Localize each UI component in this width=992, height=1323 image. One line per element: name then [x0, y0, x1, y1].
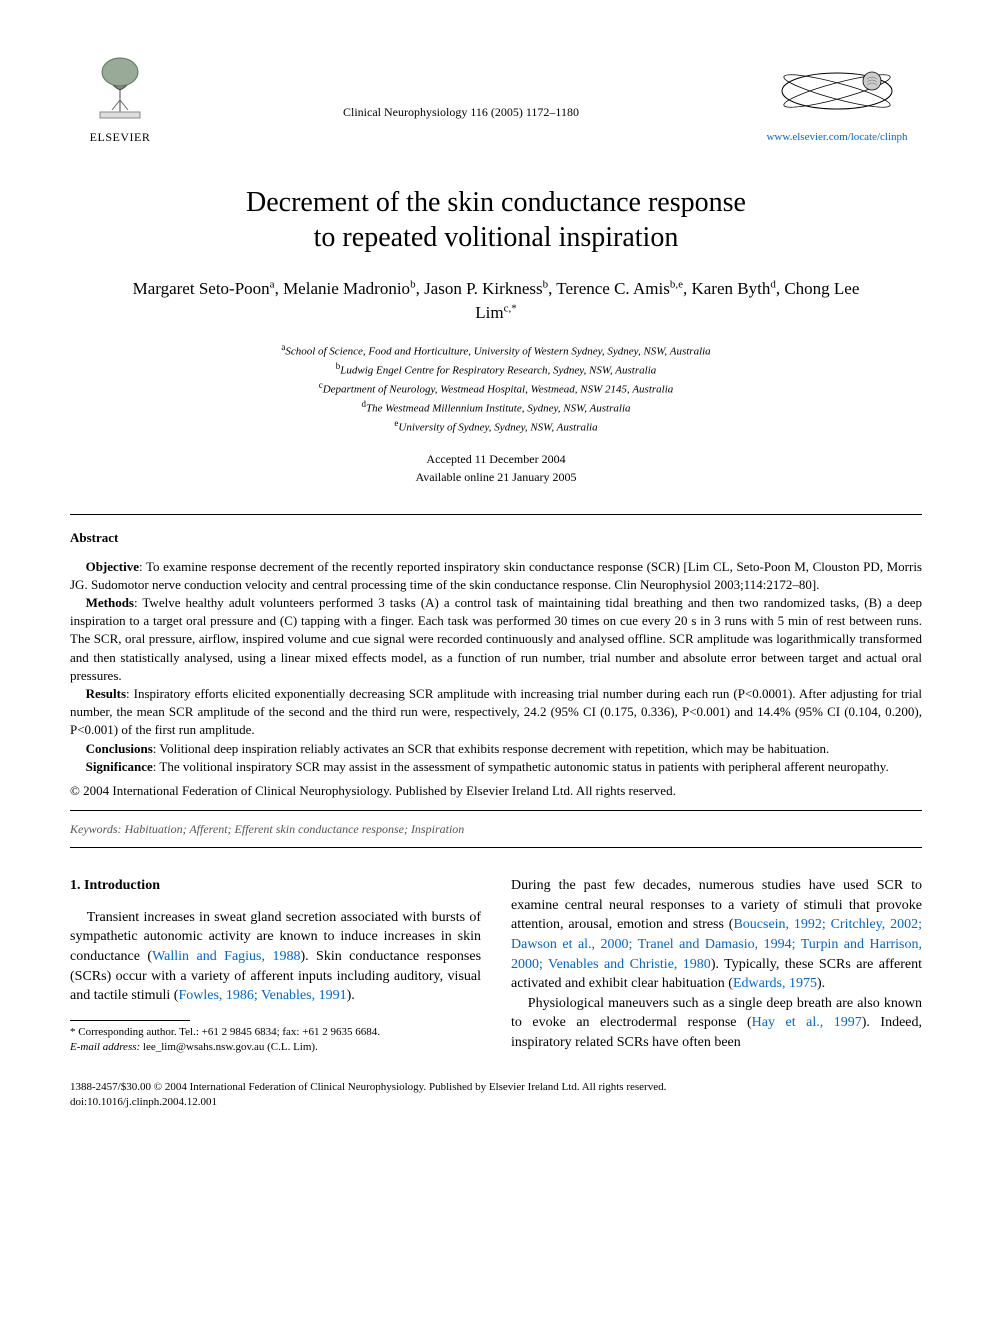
abstract-copyright: © 2004 International Federation of Clini…	[70, 782, 922, 800]
clinical-neurophysiology-logo-icon	[752, 61, 922, 128]
page-header: ELSEVIER Clinical Neurophysiology 116 (2…	[70, 50, 922, 145]
abstract-heading: Abstract	[70, 529, 922, 547]
conclusions-label: Conclusions	[86, 741, 153, 756]
citation-link[interactable]: Fowles, 1986; Venables, 1991	[178, 988, 346, 1003]
authors-list: Margaret Seto-Poona, Melanie Madroniob, …	[110, 277, 882, 325]
results-label: Results	[86, 686, 126, 701]
significance-label: Significance	[86, 759, 153, 774]
email-address: lee_lim@wsahs.nsw.gov.au (C.L. Lim).	[140, 1041, 318, 1053]
abstract-significance: Significance: The volitional inspiratory…	[70, 758, 922, 776]
online-date: Available online 21 January 2005	[70, 468, 922, 486]
affiliation-item: cDepartment of Neurology, Westmead Hospi…	[70, 379, 922, 398]
journal-reference: Clinical Neurophysiology 116 (2005) 1172…	[170, 104, 752, 145]
affiliations-list: aSchool of Science, Food and Horticultur…	[70, 341, 922, 437]
footer-copyright: 1388-2457/$30.00 © 2004 International Fe…	[70, 1080, 922, 1095]
elsevier-tree-icon	[70, 50, 170, 127]
methods-label: Methods	[86, 595, 134, 610]
corresponding-author-text: * Corresponding author. Tel.: +61 2 9845…	[70, 1025, 481, 1040]
significance-text: : The volitional inspiratory SCR may ass…	[153, 759, 889, 774]
divider-rule	[70, 847, 922, 848]
citation-link[interactable]: Hay et al., 1997	[752, 1015, 862, 1030]
publisher-block: ELSEVIER	[70, 50, 170, 145]
abstract-block: Abstract Objective: To examine response …	[70, 529, 922, 800]
email-label: E-mail address:	[70, 1041, 140, 1053]
divider-rule	[70, 514, 922, 515]
intro-paragraph-right-2: Physiological maneuvers such as a single…	[511, 994, 922, 1053]
left-column: 1. Introduction Transient increases in s…	[70, 876, 481, 1055]
journal-url-link[interactable]: www.elsevier.com/locate/clinph	[752, 130, 922, 145]
abstract-objective: Objective: To examine response decrement…	[70, 558, 922, 594]
affiliation-item: eUniversity of Sydney, Sydney, NSW, Aust…	[70, 417, 922, 436]
intro-paragraph-right-1: During the past few decades, numerous st…	[511, 876, 922, 994]
abstract-results: Results: Inspiratory efforts elicited ex…	[70, 685, 922, 740]
conclusions-text: : Volitional deep inspiration reliably a…	[153, 741, 829, 756]
keywords-label: Keywords:	[70, 822, 122, 836]
text-span: ).	[817, 976, 825, 991]
objective-text: : To examine response decrement of the r…	[70, 559, 922, 592]
corresponding-author-footnote: * Corresponding author. Tel.: +61 2 9845…	[70, 1025, 481, 1056]
abstract-methods: Methods: Twelve healthy adult volunteers…	[70, 594, 922, 685]
text-span: ).	[347, 988, 355, 1003]
footer-doi: doi:10.1016/j.clinph.2004.12.001	[70, 1095, 922, 1110]
footnote-rule	[70, 1020, 190, 1021]
divider-rule	[70, 810, 922, 811]
body-columns: 1. Introduction Transient increases in s…	[70, 876, 922, 1055]
publisher-name: ELSEVIER	[70, 129, 170, 145]
section-heading-intro: 1. Introduction	[70, 876, 481, 896]
corresponding-author-email: E-mail address: lee_lim@wsahs.nsw.gov.au…	[70, 1040, 481, 1055]
methods-text: : Twelve healthy adult volunteers perfor…	[70, 595, 922, 683]
results-text: : Inspiratory efforts elicited exponenti…	[70, 686, 922, 737]
objective-label: Objective	[86, 559, 139, 574]
affiliation-item: dThe Westmead Millennium Institute, Sydn…	[70, 398, 922, 417]
accepted-date: Accepted 11 December 2004	[70, 450, 922, 468]
page-footer: 1388-2457/$30.00 © 2004 International Fe…	[70, 1080, 922, 1111]
keywords-line: Keywords: Habituation; Afferent; Efferen…	[70, 821, 922, 837]
affiliation-item: aSchool of Science, Food and Horticultur…	[70, 341, 922, 360]
title-line-2: to repeated volitional inspiration	[314, 222, 679, 253]
journal-logo-block: www.elsevier.com/locate/clinph	[752, 61, 922, 145]
article-dates: Accepted 11 December 2004 Available onli…	[70, 450, 922, 486]
right-column: During the past few decades, numerous st…	[511, 876, 922, 1055]
citation-link[interactable]: Edwards, 1975	[733, 976, 817, 991]
affiliation-item: bLudwig Engel Centre for Respiratory Res…	[70, 360, 922, 379]
abstract-conclusions: Conclusions: Volitional deep inspiration…	[70, 740, 922, 758]
citation-link[interactable]: Wallin and Fagius, 1988	[152, 949, 300, 964]
intro-paragraph-left: Transient increases in sweat gland secre…	[70, 908, 481, 1006]
title-line-1: Decrement of the skin conductance respon…	[246, 187, 746, 218]
keywords-text: Habituation; Afferent; Efferent skin con…	[122, 822, 465, 836]
article-title: Decrement of the skin conductance respon…	[110, 185, 882, 255]
